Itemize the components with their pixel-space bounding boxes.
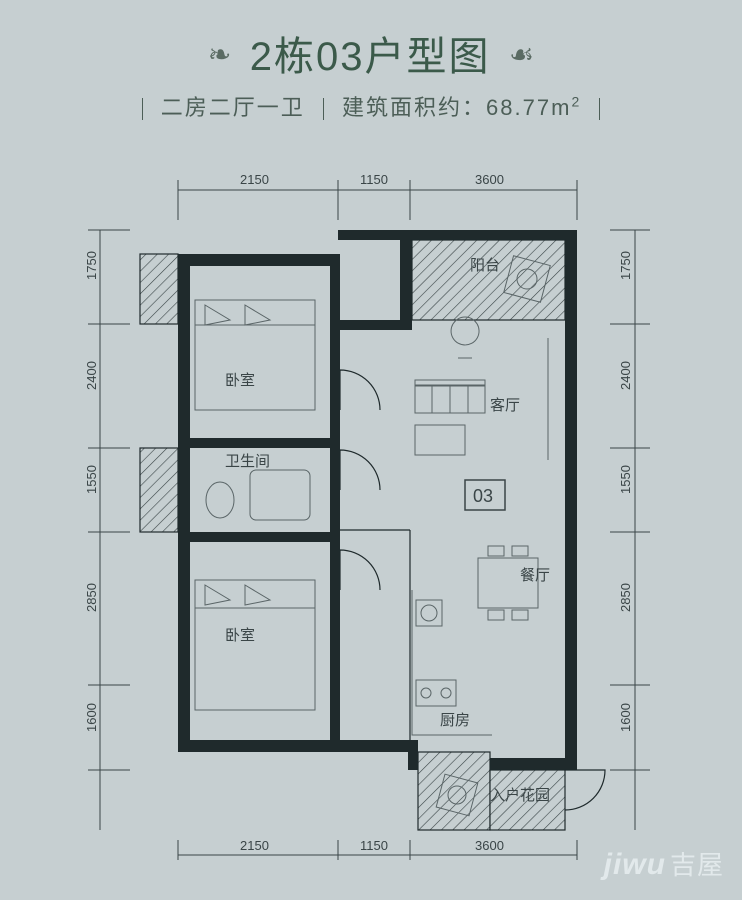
floor-plan: 卧室 卧室 卫生间 客厅 餐厅 厨房 阳台 入户花园 03 2150 1150 … (70, 160, 670, 860)
dims-bottom: 2150 1150 3600 (178, 838, 577, 860)
dim-r-1: 2400 (618, 361, 633, 390)
subtitle-area-value: 68.77 (486, 95, 551, 120)
subtitle-area-label: 建筑面积约： (342, 95, 486, 120)
dim-r-4: 1600 (618, 703, 633, 732)
label-bedroom1: 卧室 (225, 372, 255, 389)
title-text: 2栋03户型图 (250, 35, 491, 79)
label-garden: 入户花园 (490, 787, 550, 804)
dim-top-0: 2150 (240, 172, 269, 187)
dim-top-1: 1150 (360, 172, 388, 187)
dim-l-1: 2400 (84, 361, 99, 390)
unit-number: 03 (473, 486, 493, 506)
subtitle-row: 二房二厅一卫 建筑面积约：68.77m2 (0, 90, 742, 122)
page: ❧ 2栋03户型图 ☙ 二房二厅一卫 建筑面积约：68.77m2 (0, 0, 742, 900)
superscript-2: 2 (571, 94, 581, 110)
watermark-en: jiwu (604, 848, 666, 881)
ornament-left-icon: ❧ (208, 39, 231, 70)
floor-plan-svg: 卧室 卧室 卫生间 客厅 餐厅 厨房 阳台 入户花园 03 2150 1150 … (70, 160, 670, 860)
label-kitchen: 厨房 (440, 712, 470, 729)
dim-l-4: 1600 (84, 703, 99, 732)
dim-l-2: 1550 (84, 465, 99, 494)
label-bathroom: 卫生间 (225, 453, 270, 470)
dim-bot-0: 2150 (240, 838, 269, 853)
dim-r-3: 2850 (618, 583, 633, 612)
label-living: 客厅 (490, 397, 520, 414)
dim-bot-2: 3600 (475, 838, 504, 853)
subtitle-rooms: 二房二厅一卫 (161, 95, 305, 120)
dim-l-0: 1750 (84, 251, 99, 280)
watermark-cn: 吉屋 (670, 850, 724, 880)
dim-r-0: 1750 (618, 251, 633, 280)
dim-r-2: 1550 (618, 465, 633, 494)
dims-left: 1750 2400 1550 2850 1600 (84, 230, 130, 830)
title-row: ❧ 2栋03户型图 ☙ (0, 24, 742, 82)
label-bedroom2: 卧室 (225, 627, 255, 644)
label-dining: 餐厅 (520, 567, 550, 584)
divider-icon (599, 98, 600, 120)
subtitle-area-unit: m (551, 95, 571, 120)
dims-top: 2150 1150 3600 (178, 172, 577, 220)
divider-icon (142, 98, 143, 120)
dim-bot-1: 1150 (360, 838, 388, 853)
divider-icon (323, 98, 324, 120)
watermark: jiwu吉屋 (604, 845, 724, 882)
label-balcony: 阳台 (470, 257, 500, 274)
ornament-right-icon: ☙ (509, 39, 534, 70)
dim-l-3: 2850 (84, 583, 99, 612)
dim-top-2: 3600 (475, 172, 504, 187)
dims-right: 1750 2400 1550 2850 1600 (610, 230, 650, 830)
